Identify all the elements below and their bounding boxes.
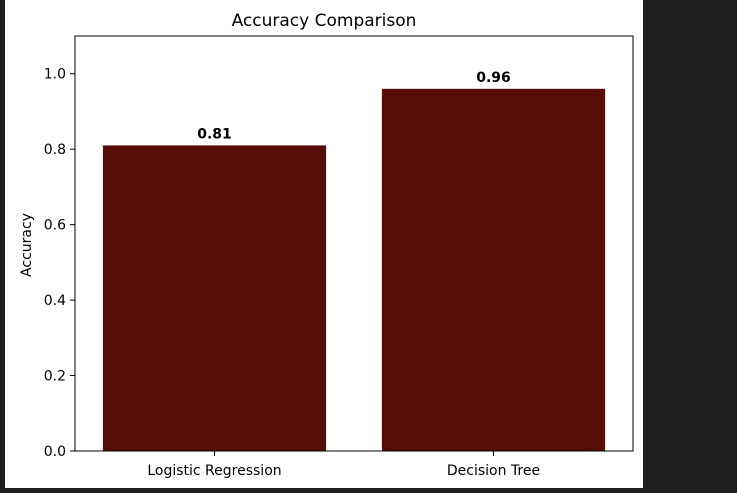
y-tick-label: 0.4 <box>44 293 66 309</box>
plot-area-frame <box>74 35 634 452</box>
x-axis: Logistic Regression Decision Tree <box>147 451 540 479</box>
y-tick-label: 0.2 <box>44 369 66 385</box>
bar-value-label: 0.81 <box>197 126 232 142</box>
bar-value-label: 0.96 <box>476 70 511 86</box>
chart-figure: Accuracy Comparison Accuracy 0.81 0.96 0.… <box>5 0 643 488</box>
x-tick-label: Logistic Regression <box>147 463 281 479</box>
value-labels-layer: 0.81 0.96 <box>197 70 511 143</box>
y-axis-label: Accuracy <box>19 213 35 277</box>
y-tick-label: 0.6 <box>44 218 66 234</box>
bar-chart: Accuracy Comparison Accuracy 0.81 0.96 0.… <box>19 11 634 479</box>
chart-title: Accuracy Comparison <box>232 11 417 31</box>
bars-layer <box>102 88 606 452</box>
y-tick-label: 0.8 <box>44 142 66 158</box>
y-tick-label: 1.0 <box>44 67 66 83</box>
x-tick-label: Decision Tree <box>447 463 540 479</box>
y-axis: 0.0 0.2 0.4 0.6 0.8 1.0 <box>44 67 75 460</box>
bar-decision-tree <box>381 88 606 452</box>
bar-logistic-regression <box>102 145 327 451</box>
y-tick-label: 0.0 <box>44 444 66 460</box>
